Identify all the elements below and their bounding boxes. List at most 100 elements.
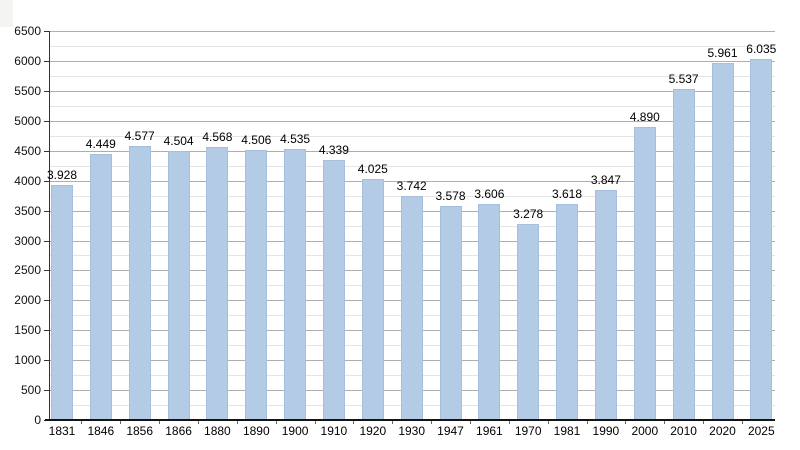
bar	[711, 63, 734, 419]
x-category-label: 1856	[126, 424, 154, 438]
bar-value-label: 4.504	[163, 133, 194, 148]
major-gridline	[49, 180, 775, 182]
y-axis-label: 4500	[14, 143, 41, 158]
x-category-label: 1981	[553, 424, 581, 438]
bar	[556, 203, 578, 419]
major-gridline	[49, 90, 775, 92]
x-axis-tick	[198, 421, 199, 424]
x-axis-tick	[703, 421, 704, 424]
y-axis-tick	[44, 240, 49, 242]
y-axis-label: 2000	[14, 293, 41, 308]
x-category-label: 1846	[87, 424, 115, 438]
bar-value-label: 4.339	[318, 143, 349, 158]
bar-value-label: 4.577	[124, 129, 155, 144]
x-axis-tick	[664, 421, 666, 424]
corner-artifact	[0, 0, 13, 27]
bar-value-label: 5.537	[668, 71, 699, 86]
x-category-label: 2010	[670, 424, 697, 438]
x-axis-tick	[431, 421, 433, 424]
minor-gridline	[49, 135, 775, 137]
y-axis-label: 6500	[14, 24, 41, 38]
bar	[594, 189, 617, 419]
x-category-label: 1920	[359, 424, 387, 438]
x-axis-tick	[159, 421, 161, 424]
major-gridline	[49, 150, 775, 152]
bar-value-label: 3.847	[590, 172, 621, 187]
x-axis-tick	[392, 421, 394, 424]
y-axis-label: 500	[20, 383, 41, 398]
x-category-label: 2025	[747, 424, 775, 438]
major-gridline	[49, 120, 775, 122]
y-axis-label: 1000	[14, 353, 41, 368]
bar-value-label: 3.618	[551, 186, 583, 201]
bar	[633, 127, 656, 419]
x-axis-tick	[120, 421, 122, 424]
major-gridline	[49, 31, 775, 32]
bar-value-label: 4.535	[280, 131, 311, 146]
bar	[284, 148, 307, 419]
y-axis-tick	[44, 210, 49, 212]
y-axis-label: 2500	[14, 263, 41, 278]
y-axis-tick	[44, 300, 49, 302]
bar-value-label: 4.506	[241, 133, 272, 148]
bar	[128, 146, 151, 419]
x-category-label: 2020	[709, 424, 736, 438]
bar-value-label: 3.578	[435, 188, 466, 203]
x-axis-tick	[741, 421, 743, 424]
y-axis-tick	[44, 360, 49, 362]
bar	[51, 184, 73, 419]
bar	[517, 223, 540, 419]
x-axis-tick	[469, 421, 471, 424]
y-axis-tick	[44, 31, 49, 32]
bar	[750, 58, 773, 419]
bar-value-label: 3.742	[396, 179, 427, 194]
x-axis-tick	[81, 421, 83, 424]
y-axis-tick	[44, 90, 49, 92]
y-axis-tick	[44, 150, 49, 152]
bar	[400, 196, 423, 419]
x-category-label: 1890	[242, 424, 270, 438]
bar	[245, 150, 268, 419]
x-category-label: 1961	[476, 424, 503, 438]
x-axis-line	[45, 419, 775, 421]
y-axis-tick	[44, 120, 49, 122]
y-axis-tick	[44, 60, 49, 62]
x-category-label: 1866	[165, 424, 192, 438]
y-axis-tick	[44, 270, 49, 272]
bar	[439, 205, 462, 419]
x-category-label: 1880	[204, 424, 231, 438]
x-axis-tick	[314, 421, 316, 424]
x-category-label: 1831	[48, 424, 76, 438]
bar-value-label: 6.035	[746, 41, 777, 56]
x-axis-tick	[236, 421, 238, 424]
bar-value-label: 3.606	[474, 187, 505, 202]
x-category-label: 2000	[631, 424, 659, 438]
bar-value-label: 4.025	[357, 162, 388, 177]
x-axis-tick	[625, 421, 627, 424]
y-axis-label: 6000	[14, 53, 41, 68]
y-axis-label: 4000	[14, 173, 41, 188]
y-axis-tick	[44, 330, 49, 332]
bar	[89, 153, 112, 419]
x-axis-tick	[586, 421, 588, 424]
bar-value-label: 4.568	[202, 129, 233, 144]
x-category-label: 1900	[281, 424, 309, 438]
x-category-label: 1947	[437, 424, 464, 438]
major-gridline	[49, 60, 775, 62]
bar-value-label: 3.278	[513, 206, 544, 221]
bar	[361, 179, 384, 419]
minor-gridline	[49, 46, 775, 47]
y-axis-tick	[44, 180, 49, 182]
x-category-label: 1910	[320, 424, 348, 438]
x-category-label: 1990	[592, 424, 620, 438]
x-axis-tick	[547, 421, 549, 424]
bar-value-label: 5.961	[707, 46, 738, 61]
minor-gridline	[49, 105, 775, 107]
x-axis-tick	[275, 421, 277, 424]
minor-gridline	[49, 75, 775, 77]
bar-value-label: 4.449	[85, 136, 116, 151]
bar	[167, 150, 190, 419]
y-axis-label: 5500	[14, 83, 41, 98]
